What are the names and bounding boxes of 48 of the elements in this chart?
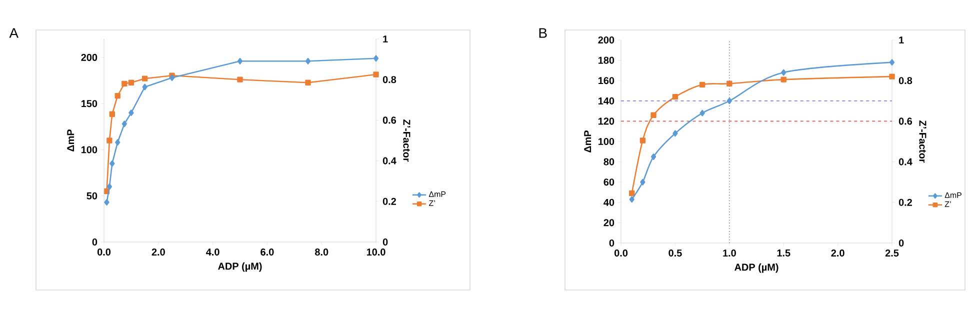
y-tick-label: 200 bbox=[598, 36, 614, 44]
y-axis-title: ΔmP bbox=[584, 130, 592, 152]
x-tick-label: 6.0 bbox=[260, 248, 274, 256]
y-tick-label: 150 bbox=[81, 100, 98, 108]
y-tick-label: 160 bbox=[598, 77, 614, 84]
y2-tick-label: 0.8 bbox=[898, 77, 912, 84]
y-tick-label: 20 bbox=[604, 219, 614, 226]
y-tick-label: 50 bbox=[86, 192, 98, 200]
y-tick-label: 80 bbox=[604, 158, 614, 166]
x-tick-label: 2.0 bbox=[152, 248, 165, 256]
x-tick-label: 0.0 bbox=[614, 250, 628, 257]
y-tick-label: 140 bbox=[598, 97, 614, 104]
y2-tick-label: 0.8 bbox=[382, 76, 396, 84]
text: B bbox=[539, 28, 547, 38]
y-tick-label: 40 bbox=[604, 198, 614, 206]
y2-tick-label: 0.6 bbox=[382, 116, 396, 124]
y2-tick-label: 1 bbox=[383, 36, 388, 42]
y-axis-title: ΔmP bbox=[67, 130, 74, 152]
x-tick-label: 2.5 bbox=[885, 250, 899, 257]
x-tick-label: 10.0 bbox=[366, 248, 386, 256]
y-tick-label: 200 bbox=[81, 54, 98, 61]
x-axis-title: ADP (µM) bbox=[734, 263, 778, 273]
y2-tick-label: 0.4 bbox=[898, 158, 912, 166]
y2-tick-label: 0.2 bbox=[382, 198, 396, 205]
x-tick-label: 4.0 bbox=[206, 248, 220, 256]
y-tick-label: 180 bbox=[598, 56, 614, 64]
x-tick-label: 1.0 bbox=[723, 250, 736, 257]
y-tick-label: 60 bbox=[604, 178, 614, 186]
x-tick-label: 8.0 bbox=[314, 248, 328, 256]
x-axis-title: ADP (µM) bbox=[218, 262, 262, 272]
text: A bbox=[9, 28, 18, 38]
y2-axis-title: Z’-Factor bbox=[403, 119, 410, 162]
y2-tick-label: 0.2 bbox=[898, 198, 912, 206]
y-tick-label: 100 bbox=[598, 138, 614, 146]
x-tick-label: 0.0 bbox=[97, 248, 111, 256]
y2-axis-title: Z’-Factor bbox=[919, 120, 926, 163]
y2-tick-label: 0 bbox=[898, 239, 904, 247]
y-tick-label: 0 bbox=[609, 239, 614, 247]
y2-tick-label: 1 bbox=[899, 36, 904, 44]
y-tick-label: 0 bbox=[92, 238, 98, 246]
y2-tick-label: 0.4 bbox=[382, 157, 396, 164]
y-tick-label: 100 bbox=[81, 146, 98, 154]
x-tick-label: 2.0 bbox=[831, 250, 844, 257]
y-tick-label: 120 bbox=[598, 118, 614, 125]
x-tick-label: 0.5 bbox=[668, 250, 682, 257]
y2-tick-label: 0.6 bbox=[898, 118, 912, 125]
x-tick-label: 1.5 bbox=[777, 250, 790, 256]
y2-tick-label: 0 bbox=[382, 238, 388, 246]
